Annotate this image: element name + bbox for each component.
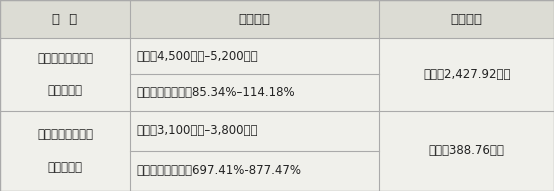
Text: 比上年同期增长：85.34%–114.18%: 比上年同期增长：85.34%–114.18%	[137, 86, 295, 99]
Text: 本报告期: 本报告期	[239, 13, 271, 26]
Text: 后的净利润: 后的净利润	[48, 161, 83, 174]
Text: 东的净利润: 东的净利润	[48, 84, 83, 97]
Text: 盈利：4,500万元–5,200万元: 盈利：4,500万元–5,200万元	[137, 50, 259, 63]
Text: 比上年同期增长：697.41%-877.47%: 比上年同期增长：697.41%-877.47%	[137, 164, 302, 177]
Text: 项  目: 项 目	[53, 13, 78, 26]
Text: 盈利：388.76万元: 盈利：388.76万元	[429, 144, 505, 157]
Text: 盈利：3,100万元–3,800万元: 盈利：3,100万元–3,800万元	[137, 124, 258, 137]
Text: 上年同期: 上年同期	[451, 13, 483, 26]
Text: 盈利：2,427.92万元: 盈利：2,427.92万元	[423, 68, 510, 81]
Bar	[0, 0, 554, 38]
Text: 归属于上市公司股: 归属于上市公司股	[37, 52, 93, 65]
Text: 扣除非经常性损益: 扣除非经常性损益	[37, 128, 93, 141]
